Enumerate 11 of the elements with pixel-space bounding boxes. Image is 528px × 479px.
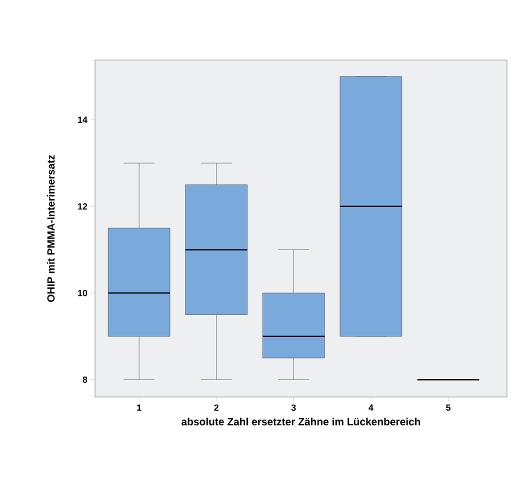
x-tick-label: 3 [291,404,296,411]
y-tick-label: 12 [78,203,88,210]
x-tick-label: 1 [137,404,142,411]
x-axis-title: absolute Zahl ersetzter Zähne im Lückenbereich [182,418,420,426]
y-axis-title: OHIP mit PMMA-Interimersatz [46,155,55,302]
y-tick-label: 14 [78,116,88,123]
x-tick-label: 5 [446,404,450,411]
y-tick-label: 8 [82,376,88,383]
x-tick-label: 4 [368,404,374,411]
y-tick-label: 10 [78,290,88,296]
x-tick-label: 2 [214,404,218,411]
